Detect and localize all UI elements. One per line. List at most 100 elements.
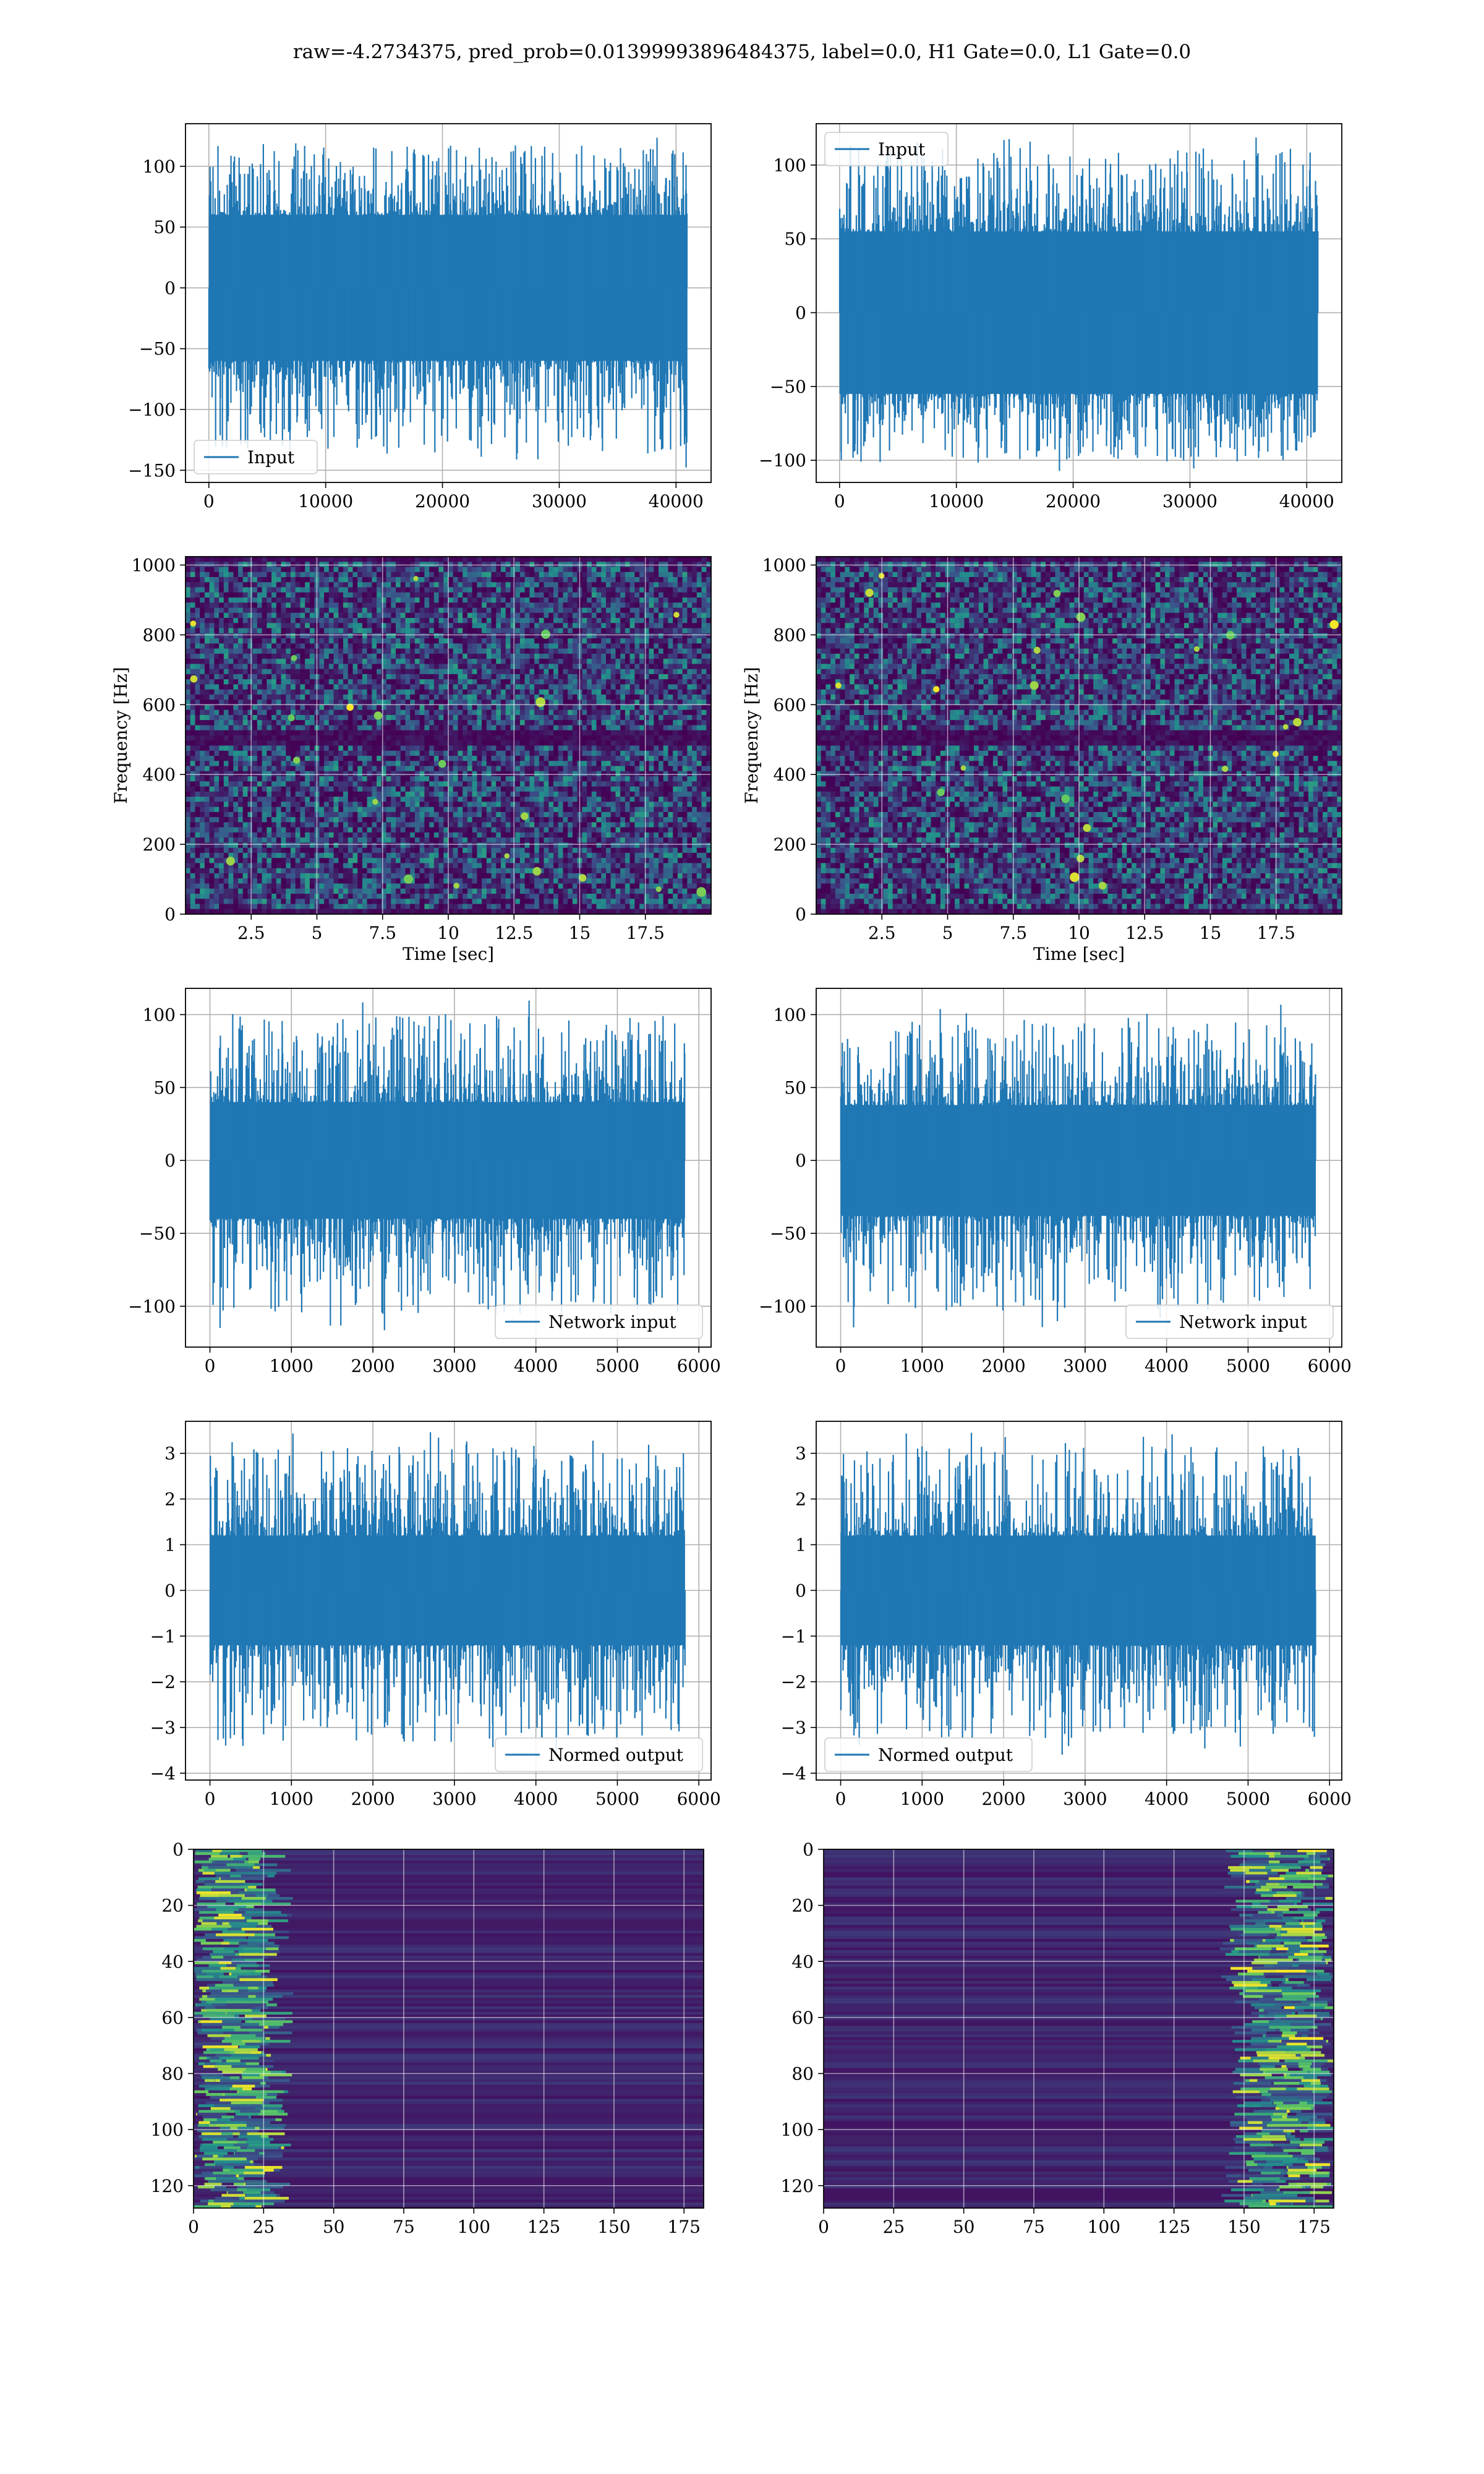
x-tick-label: 10000	[298, 491, 353, 511]
x-tick-label: 5	[312, 923, 323, 943]
y-tick-label: −4	[150, 1763, 176, 1784]
y-tick-label: −3	[150, 1718, 176, 1738]
y-tick-label: 800	[774, 625, 806, 645]
x-tick-label: 25	[253, 2217, 275, 2237]
l1-network-input-chart: 0 1000 2000 3000 4000 5000 6000 −100 −50 0 50 100 Ne…	[759, 988, 1352, 1376]
series-normed-output	[209, 1432, 686, 1760]
y-tick-label: 0	[803, 1839, 814, 1860]
y-tick-label: −3	[781, 1718, 806, 1738]
x-tick-label: 12.5	[1125, 923, 1164, 943]
x-tick-label: 3000	[432, 1356, 476, 1376]
y-tick-label: 80	[161, 2064, 184, 2084]
axes-frame	[816, 123, 1342, 483]
x-tick-label: 4000	[1145, 1789, 1188, 1809]
x-tick-label: 0	[835, 1789, 846, 1809]
x-tick-label: 3000	[1063, 1356, 1107, 1376]
y-tick-label: 0	[164, 278, 176, 298]
x-tick-label: 5000	[595, 1356, 639, 1376]
x-tick-label: 2000	[981, 1356, 1025, 1376]
x-tick-label: 0	[834, 491, 845, 511]
y-tick-label: 100	[774, 155, 806, 176]
h1-network-input-chart: 0 1000 2000 3000 4000 5000 6000 −100 −50 0 50 100 Ne…	[128, 988, 721, 1376]
y-tick-label: −50	[139, 1223, 176, 1244]
y-tick-label: 60	[161, 2008, 184, 2028]
x-tick-label: 40000	[1279, 491, 1334, 511]
axes-frame	[185, 1421, 712, 1781]
y-tick-label: −2	[781, 1672, 806, 1692]
l1-input-chart: 0 10000 20000 30000 40000 −100 −50 0 50 100 Input	[759, 123, 1342, 511]
y-tick-label: 120	[781, 2176, 814, 2196]
x-tick-label: 100	[1088, 2217, 1120, 2237]
y-tick-label: 0	[164, 1580, 176, 1601]
x-tick-label: 40000	[649, 491, 704, 511]
legend: Network input	[495, 1304, 703, 1339]
y-tick-label: 0	[164, 1150, 176, 1171]
y-tick-label: −100	[759, 450, 806, 471]
axes-frame	[816, 1421, 1342, 1781]
y-tick-label: 1000	[762, 555, 806, 576]
y-tick-label: 50	[784, 229, 806, 249]
y-tick-label: −100	[759, 1296, 806, 1317]
y-tick-label: 1	[164, 1534, 176, 1555]
y-tick-label: −4	[781, 1763, 806, 1784]
x-tick-label: 125	[1158, 2217, 1190, 2237]
y-tick-label: 50	[784, 1077, 806, 1098]
axes-frame	[193, 1849, 704, 2209]
x-tick-label: 7.5	[369, 923, 396, 943]
x-tick-label: 4000	[514, 1356, 558, 1376]
x-tick-label: 0	[205, 1789, 216, 1809]
y-tick-label: 400	[774, 764, 806, 785]
x-tick-label: 6000	[1308, 1356, 1352, 1376]
x-tick-label: 10	[1068, 923, 1090, 943]
x-tick-label: 20000	[415, 491, 470, 511]
x-tick-label: 75	[1023, 2217, 1045, 2237]
h1-input-chart: 0 10000 20000 30000 40000 −150 −100 −50 0 50 100 In…	[128, 123, 712, 511]
y-tick-label: 100	[143, 156, 176, 177]
x-tick-label: 6000	[677, 1789, 721, 1809]
x-tick-label: 10	[437, 923, 459, 943]
x-tick-label: 20000	[1046, 491, 1101, 511]
y-tick-label: 1000	[132, 555, 176, 576]
x-tick-label: 2.5	[868, 923, 896, 943]
x-tick-label: 1000	[900, 1789, 944, 1809]
legend: Input	[824, 132, 949, 166]
x-tick-label: 0	[205, 1356, 216, 1376]
legend-label: Input	[878, 139, 926, 160]
x-tick-label: 25	[883, 2217, 905, 2237]
series-normed-output	[840, 1432, 1316, 1755]
x-tick-label: 175	[668, 2217, 701, 2237]
x-tick-label: 10000	[929, 491, 984, 511]
x-tick-label: 1000	[270, 1356, 313, 1376]
y-tick-label: −1	[781, 1626, 806, 1646]
y-tick-label: −50	[139, 339, 176, 359]
axes-frame	[185, 988, 712, 1348]
x-tick-label: 6000	[677, 1356, 721, 1376]
series-network-input	[840, 1004, 1316, 1328]
legend-label: Network input	[1179, 1312, 1307, 1332]
l1-spectrogram-cells	[816, 557, 1342, 914]
l1-normed-output-chart: 0 1000 2000 3000 4000 5000 6000 −4 −3 −2 −1 0 1 2 3 Nor…	[781, 1421, 1352, 1809]
x-tick-label: 3000	[432, 1789, 476, 1809]
y-tick-label: 200	[774, 834, 806, 855]
x-tick-label: 6000	[1308, 1789, 1352, 1809]
x-tick-label: 15	[569, 923, 591, 943]
l1-spectrogram-chart: 2.5 5 7.5 10 12.5 15 17.5 0 200 400 600 800 1000 Time…	[741, 555, 1342, 964]
y-tick-label: −50	[770, 377, 806, 397]
y-tick-label: 0	[795, 303, 806, 323]
y-tick-label: −150	[128, 460, 176, 481]
x-tick-label: 5000	[1226, 1789, 1270, 1809]
h1-normed-output-chart: 0 1000 2000 3000 4000 5000 6000 −4 −3 −2 −1 0 1 2 3 Nor…	[150, 1421, 721, 1809]
figure-title: raw=-4.2734375, pred_prob=0.013999938964…	[292, 41, 1192, 63]
x-tick-label: 2000	[351, 1789, 394, 1809]
y-tick-label: 100	[143, 1004, 176, 1025]
y-tick-label: 100	[774, 1004, 806, 1025]
y-tick-label: 600	[774, 695, 806, 715]
x-axis-label: Time [sec]	[403, 944, 494, 964]
y-tick-label: 3	[795, 1444, 806, 1464]
x-tick-label: 7.5	[999, 923, 1027, 943]
series-input	[208, 137, 688, 468]
h1-feature-map-cells	[194, 1849, 704, 2208]
x-tick-label: 175	[1298, 2217, 1331, 2237]
y-tick-label: 120	[151, 2176, 184, 2196]
